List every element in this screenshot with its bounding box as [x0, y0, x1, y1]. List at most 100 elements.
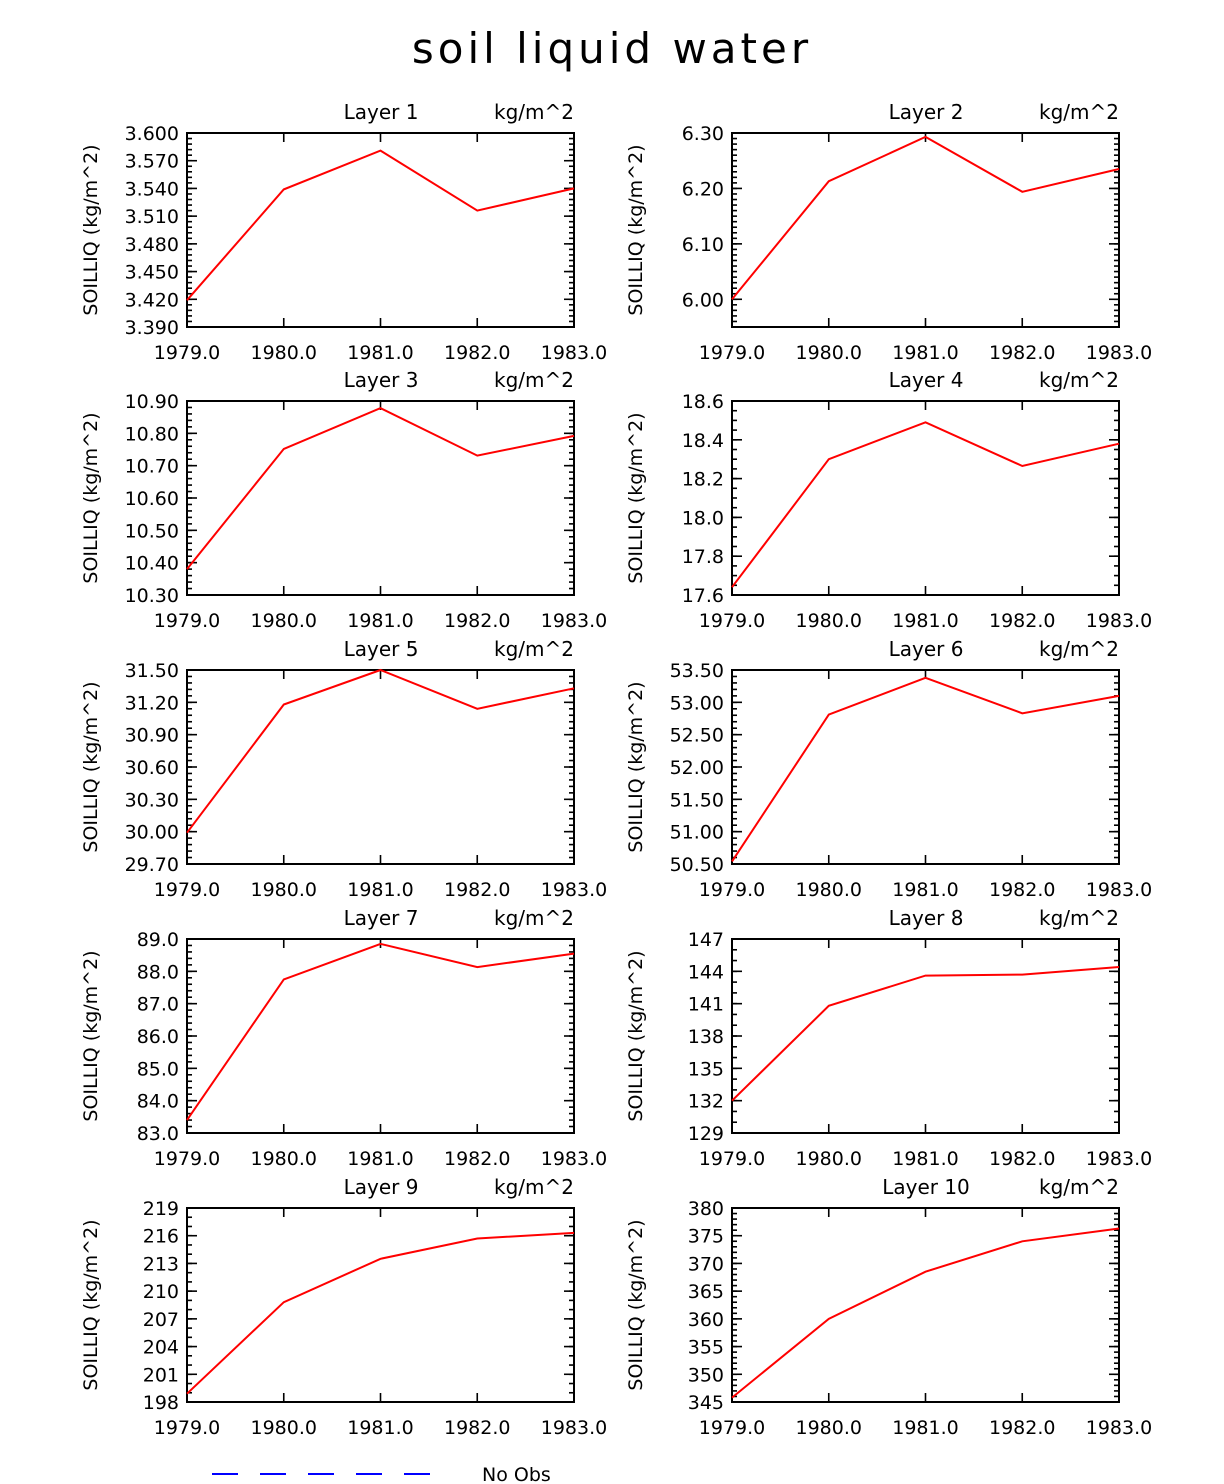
y-tick-label: 6.20: [682, 178, 724, 200]
x-tick-label: 1982.0: [989, 342, 1055, 364]
y-tick-label: 144: [688, 961, 724, 983]
x-tick-label: 1980.0: [251, 342, 317, 364]
panel-layer-8: Layer 8 kg/m^2 1979.0 1980.0 1981.0 1982.0 198…: [625, 906, 1152, 1170]
y-tick-label: 216: [143, 1226, 179, 1248]
x-tick-label: 1980.0: [796, 1148, 862, 1170]
x-tick-label: 1979.0: [154, 1417, 220, 1439]
y-tick-label: 30.60: [125, 757, 179, 779]
panel-units: kg/m^2: [494, 100, 574, 124]
x-tick-label: 1979.0: [699, 1148, 765, 1170]
x-tick-label: 1979.0: [154, 1148, 220, 1170]
y-tick-label: 31.50: [125, 660, 179, 682]
y-axis-label: SOILLIQ (kg/m^2): [625, 681, 647, 852]
x-tick-label: 1983.0: [1086, 610, 1152, 632]
y-tick-label: 53.00: [670, 692, 724, 714]
y-tick-label: 370: [688, 1253, 724, 1275]
y-tick-label: 53.50: [670, 660, 724, 682]
panel-units: kg/m^2: [1039, 368, 1119, 392]
x-tick-label: 1981.0: [892, 879, 958, 901]
x-tick-label: 1983.0: [1086, 1148, 1152, 1170]
x-tick-label: 1981.0: [892, 1148, 958, 1170]
y-tick-label: 86.0: [137, 1026, 179, 1048]
series-line: [731, 676, 1120, 862]
series-line: [186, 1231, 575, 1395]
panel-layer-6: Layer 6 kg/m^2 1979.0 1980.0 1981.0 1982.0 198…: [625, 637, 1152, 901]
x-tick-label: 1983.0: [541, 610, 607, 632]
y-tick-label: 10.50: [125, 520, 179, 542]
panel-units: kg/m^2: [494, 368, 574, 392]
legend-label-no-obs: No Obs: [482, 1464, 551, 1484]
x-tick-label: 1979.0: [154, 342, 220, 364]
y-tick-label: 83.0: [137, 1123, 179, 1145]
y-tick-label: 3.390: [125, 317, 179, 339]
x-tick-label: 1980.0: [251, 879, 317, 901]
x-tick-label: 1983.0: [541, 1148, 607, 1170]
y-tick-label: 132: [688, 1091, 724, 1113]
y-tick-label: 10.40: [125, 553, 179, 575]
x-tick-label: 1980.0: [796, 1417, 862, 1439]
y-axis-label: SOILLIQ (kg/m^2): [80, 950, 102, 1121]
y-tick-label: 213: [143, 1253, 179, 1275]
x-tick-label: 1982.0: [989, 610, 1055, 632]
plot-frame: [186, 669, 575, 865]
legend: No Obs: [212, 1464, 551, 1484]
panel-units: kg/m^2: [1039, 637, 1119, 661]
x-tick-label: 1980.0: [251, 610, 317, 632]
x-tick-label: 1982.0: [989, 1148, 1055, 1170]
y-tick-label: 360: [688, 1309, 724, 1331]
x-tick-label: 1982.0: [989, 1417, 1055, 1439]
y-tick-label: 380: [688, 1198, 724, 1220]
panel-units: kg/m^2: [1039, 1175, 1119, 1199]
y-tick-label: 375: [688, 1226, 724, 1248]
y-tick-label: 17.6: [682, 585, 724, 607]
y-tick-label: 3.570: [125, 151, 179, 173]
x-tick-label: 1980.0: [796, 879, 862, 901]
x-tick-label: 1980.0: [251, 1148, 317, 1170]
panel-layer-1: Layer 1 kg/m^2 1979.0 1980.0 1981.0 1982.0 198…: [80, 100, 607, 364]
y-tick-label: 10.70: [125, 456, 179, 478]
series-line: [186, 942, 575, 1121]
y-tick-label: 350: [688, 1364, 724, 1386]
y-tick-label: 10.30: [125, 585, 179, 607]
y-tick-label: 201: [143, 1364, 179, 1386]
x-tick-label: 1982.0: [444, 610, 510, 632]
y-axis-label: SOILLIQ (kg/m^2): [625, 412, 647, 583]
series-line: [731, 1227, 1120, 1399]
x-tick-label: 1983.0: [1086, 879, 1152, 901]
x-tick-label: 1981.0: [892, 1417, 958, 1439]
y-tick-label: 365: [688, 1281, 724, 1303]
y-tick-label: 52.50: [670, 725, 724, 747]
y-tick-label: 18.0: [682, 507, 724, 529]
x-tick-label: 1981.0: [892, 610, 958, 632]
y-axis-label: SOILLIQ (kg/m^2): [80, 681, 102, 852]
panel-units: kg/m^2: [494, 1175, 574, 1199]
x-tick-label: 1982.0: [989, 879, 1055, 901]
x-tick-label: 1982.0: [444, 879, 510, 901]
y-tick-label: 129: [688, 1123, 724, 1145]
figure-title: soil liquid water: [412, 24, 812, 73]
series-line: [186, 668, 575, 834]
y-tick-label: 52.00: [670, 757, 724, 779]
y-tick-label: 89.0: [137, 929, 179, 951]
y-tick-label: 30.00: [125, 822, 179, 844]
panel-layer-4: Layer 4 kg/m^2 1979.0 1980.0 1981.0 1982.0 198…: [625, 368, 1152, 632]
y-tick-label: 10.90: [125, 391, 179, 413]
panel-layer-3: Layer 3 kg/m^2 1979.0 1980.0 1981.0 1982.0 198…: [80, 368, 607, 632]
y-tick-label: 18.6: [682, 391, 724, 413]
y-tick-label: 6.10: [682, 234, 724, 256]
x-tick-label: 1981.0: [892, 342, 958, 364]
y-tick-label: 3.420: [125, 289, 179, 311]
y-tick-label: 87.0: [137, 994, 179, 1016]
x-tick-label: 1979.0: [154, 879, 220, 901]
panel-layer-7: Layer 7 kg/m^2 1979.0 1980.0 1981.0 1982.0 198…: [80, 906, 607, 1170]
panel-title: Layer 5: [344, 637, 419, 661]
y-tick-label: 3.600: [125, 123, 179, 145]
x-tick-label: 1981.0: [347, 879, 413, 901]
y-tick-label: 51.50: [670, 789, 724, 811]
x-tick-label: 1979.0: [699, 879, 765, 901]
series-line: [731, 135, 1120, 300]
x-tick-label: 1980.0: [796, 610, 862, 632]
y-tick-label: 17.8: [682, 546, 724, 568]
x-tick-label: 1982.0: [444, 342, 510, 364]
y-tick-label: 3.450: [125, 262, 179, 284]
